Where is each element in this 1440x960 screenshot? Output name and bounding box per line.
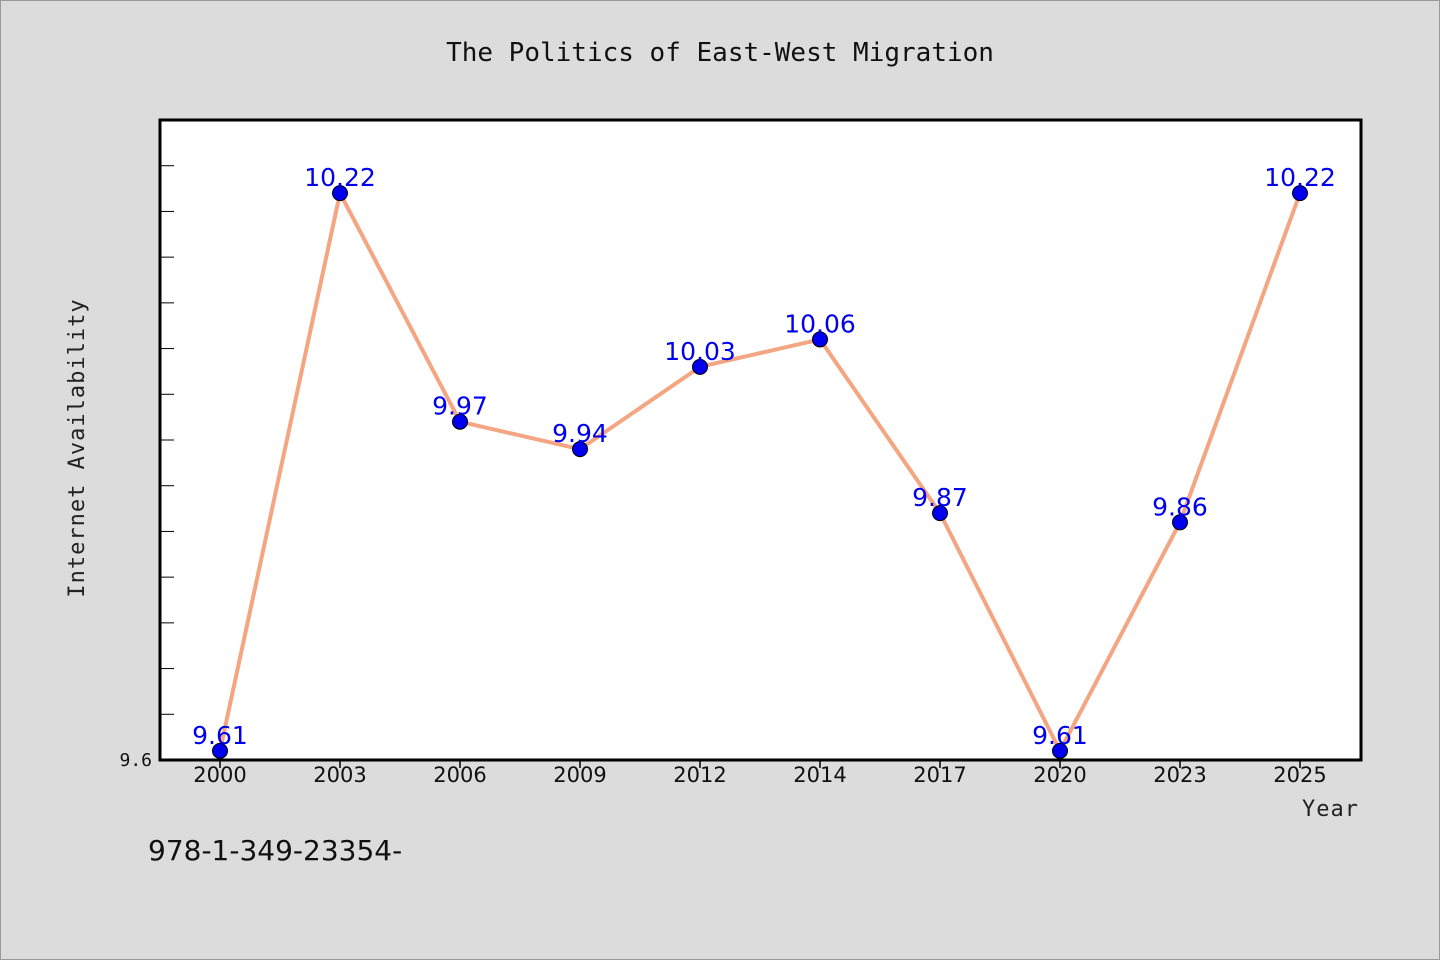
x-tick-label: 2023 bbox=[1153, 763, 1206, 787]
x-tick-label: 2017 bbox=[913, 763, 966, 787]
x-tick-label: 2006 bbox=[433, 763, 486, 787]
data-point-marker bbox=[212, 742, 228, 759]
data-point-marker bbox=[452, 413, 468, 430]
series-line bbox=[218, 191, 1302, 753]
data-point-marker bbox=[1172, 514, 1188, 531]
data-point-label: 9.86 bbox=[1152, 492, 1208, 521]
data-point-label: 10.22 bbox=[304, 163, 376, 192]
data-point-label: 9.61 bbox=[1032, 721, 1088, 750]
x-tick-label: 2009 bbox=[553, 763, 606, 787]
series-group: 9.61 10.22 9.97 9.94 10.03 10.06 9.87 9.61 9.86 1… bbox=[192, 163, 1336, 759]
data-point-marker bbox=[1052, 742, 1068, 759]
data-point-label: 10.03 bbox=[664, 337, 736, 366]
x-axis-title: Year bbox=[1302, 797, 1359, 822]
x-axis-ticks: 2000 2003 2006 2009 2012 2014 2017 2020 2023 2025 bbox=[193, 760, 1327, 787]
y-axis-ticks: 9.6 bbox=[119, 165, 174, 771]
data-point-marker bbox=[932, 505, 948, 522]
x-tick-label: 2012 bbox=[673, 763, 726, 787]
x-tick-label: 2020 bbox=[1033, 763, 1086, 787]
data-point-label: 10.22 bbox=[1264, 163, 1336, 192]
data-point-label: 10.06 bbox=[784, 309, 856, 338]
chart-title: The Politics of East-West Migration bbox=[446, 38, 994, 68]
plot-area bbox=[158, 118, 1363, 762]
x-tick-label: 2003 bbox=[313, 763, 366, 787]
data-point-marker bbox=[692, 358, 708, 375]
x-tick-label: 2000 bbox=[193, 763, 246, 787]
data-point-label: 9.61 bbox=[192, 721, 248, 750]
y-tick-label: 9.6 bbox=[119, 750, 152, 771]
y-axis-title: Internet Availability bbox=[65, 298, 90, 597]
footer-identifier: 978-1-349-23354- bbox=[148, 834, 403, 867]
data-point-label: 9.97 bbox=[432, 392, 488, 421]
data-point-label: 9.94 bbox=[552, 419, 608, 448]
data-point-marker bbox=[572, 441, 588, 458]
data-point-marker bbox=[812, 331, 828, 348]
data-point-label: 9.87 bbox=[912, 483, 968, 512]
data-point-marker bbox=[332, 185, 348, 202]
data-point-marker bbox=[1292, 185, 1308, 202]
x-tick-label: 2025 bbox=[1273, 763, 1326, 787]
x-tick-label: 2014 bbox=[793, 763, 846, 787]
